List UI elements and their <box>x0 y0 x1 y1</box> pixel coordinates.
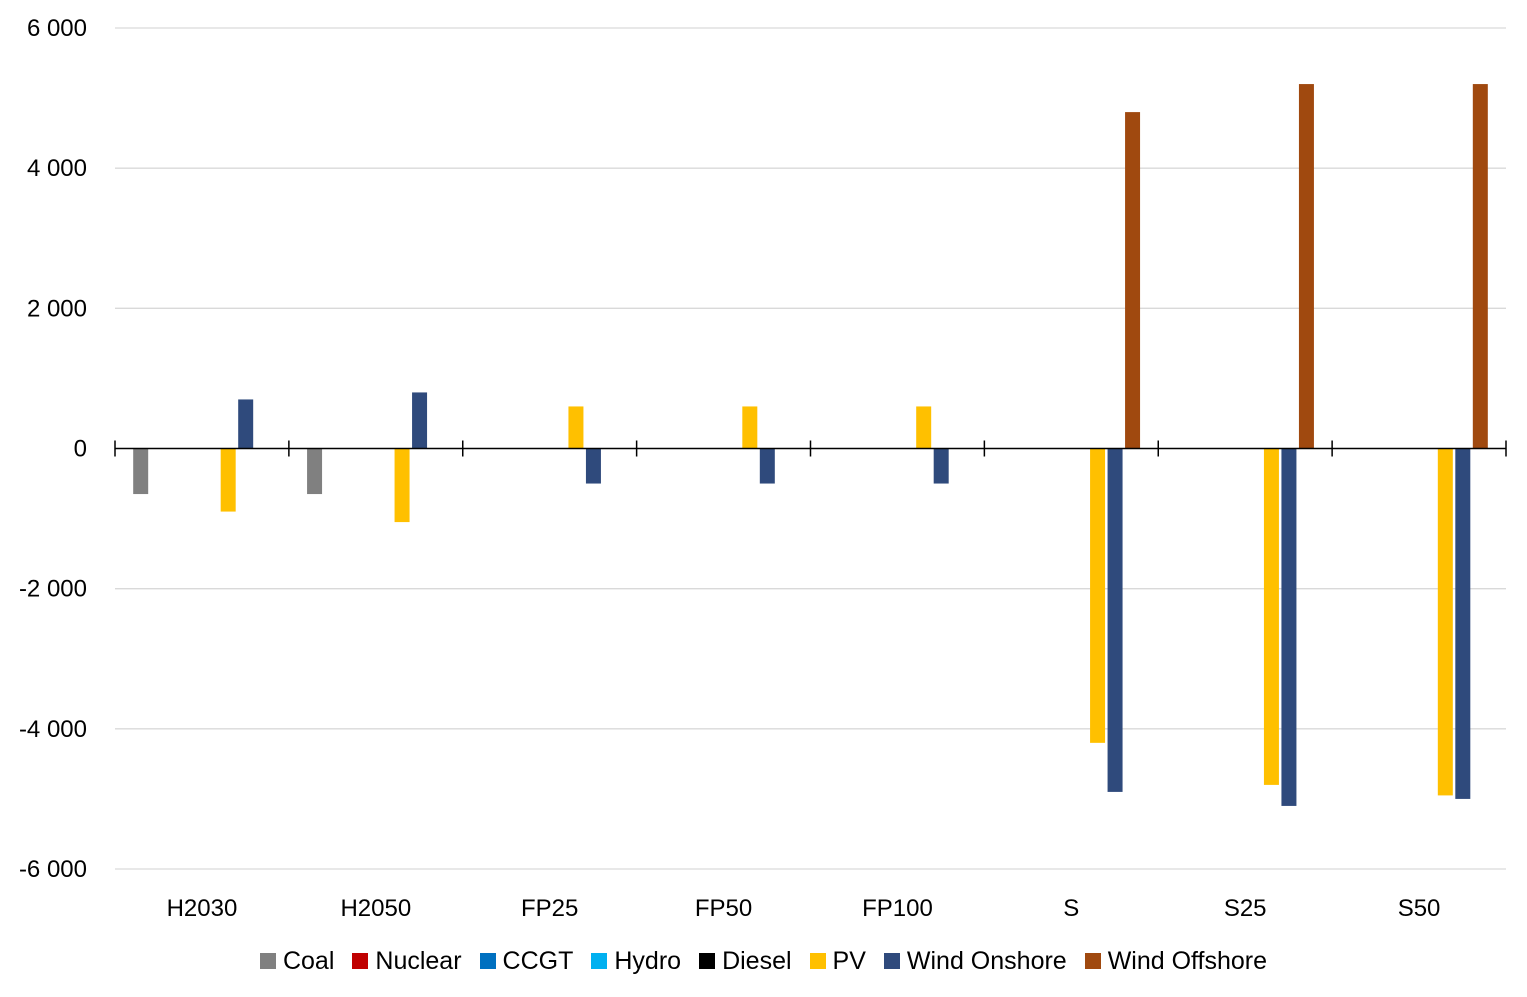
legend-swatch <box>479 953 496 969</box>
bar-wind-onshore-h2050 <box>412 392 428 449</box>
x-tick-label: H2030 <box>167 895 238 922</box>
legend-item-coal: Coal <box>259 946 335 976</box>
legend-swatch <box>352 953 369 969</box>
bar-pv-s <box>1090 448 1106 743</box>
bar-wind-onshore-s50 <box>1455 448 1471 799</box>
bar-wind-onshore-fp100 <box>933 448 949 484</box>
legend-label: Diesel <box>722 946 792 975</box>
legend-label: Wind Offshore <box>1107 946 1268 975</box>
x-tick-label: FP50 <box>695 895 752 922</box>
legend-label: Hydro <box>614 946 682 975</box>
bar-pv-s25 <box>1263 448 1279 785</box>
y-tick-label: 4 000 <box>27 155 87 182</box>
legend-item-wind-offshore: Wind Offshore <box>1084 946 1268 976</box>
y-tick-label: 0 <box>74 436 87 463</box>
bar-wind-offshore-s25 <box>1298 84 1314 449</box>
legend-swatch <box>809 953 826 969</box>
x-axis <box>114 440 1507 457</box>
bar-pv-fp50 <box>742 406 758 449</box>
y-tick-label: -6 000 <box>19 856 87 883</box>
x-axis-tick-labels: H2030 H2050 FP25 FP50 FP100 S S25 S50 <box>167 895 1441 922</box>
legend-item-pv: PV <box>809 946 866 976</box>
x-tick-label: S50 <box>1398 895 1441 922</box>
x-tick-label: H2050 <box>340 895 411 922</box>
legend-item-diesel: Diesel <box>699 946 792 976</box>
bar-pv-s50 <box>1437 448 1453 796</box>
bar-wind-onshore-h2030 <box>238 399 254 449</box>
bar-wind-offshore-s <box>1125 112 1141 449</box>
bar-pv-h2030 <box>220 448 236 512</box>
legend-label: Nuclear <box>375 946 462 975</box>
x-tick-label: FP100 <box>862 895 933 922</box>
x-tick-label: FP25 <box>521 895 578 922</box>
legend-label: Wind Onshore <box>906 946 1067 975</box>
bar-wind-offshore-s50 <box>1472 84 1488 449</box>
legend-swatch <box>259 953 276 969</box>
y-tick-label: 2 000 <box>27 295 87 322</box>
legend: Coal Nuclear CCGT Hydro Diesel PV Wind Onshore… <box>0 941 1527 981</box>
legend-label: Coal <box>282 946 335 975</box>
legend-swatch <box>883 953 900 969</box>
bar-pv-h2050 <box>394 448 410 523</box>
bar-wind-onshore-s <box>1107 448 1123 792</box>
bar-coal-h2050 <box>307 448 323 495</box>
x-tick-label: S25 <box>1224 895 1267 922</box>
legend-item-nuclear: Nuclear <box>352 946 462 976</box>
y-tick-label: -2 000 <box>19 576 87 603</box>
legend-item-ccgt: CCGT <box>479 946 574 976</box>
legend-label: PV <box>832 946 866 975</box>
legend-swatch <box>1084 953 1101 969</box>
bar-wind-onshore-fp50 <box>759 448 775 484</box>
y-tick-label: -4 000 <box>19 716 87 743</box>
y-tick-label: 6 000 <box>27 15 87 42</box>
bar-chart: 6 000 4 000 2 000 0 -2 000 -4 000 -6 000 H2030… <box>19 15 1507 922</box>
x-tick-label: S <box>1063 895 1079 922</box>
gridlines <box>115 27 1506 870</box>
bar-coal-h2030 <box>133 448 149 495</box>
legend-swatch <box>591 953 608 969</box>
y-axis-tick-labels: 6 000 4 000 2 000 0 -2 000 -4 000 -6 000 <box>19 15 87 883</box>
bars <box>133 84 1488 806</box>
legend-item-hydro: Hydro <box>591 947 681 976</box>
legend-swatch <box>699 953 716 969</box>
legend-item-wind-onshore: Wind Onshore <box>883 946 1067 976</box>
legend-label: CCGT <box>502 946 574 975</box>
bar-wind-onshore-s25 <box>1281 448 1297 806</box>
bar-wind-onshore-fp25 <box>585 448 601 484</box>
bar-pv-fp25 <box>568 406 584 449</box>
bar-pv-fp100 <box>916 406 932 449</box>
